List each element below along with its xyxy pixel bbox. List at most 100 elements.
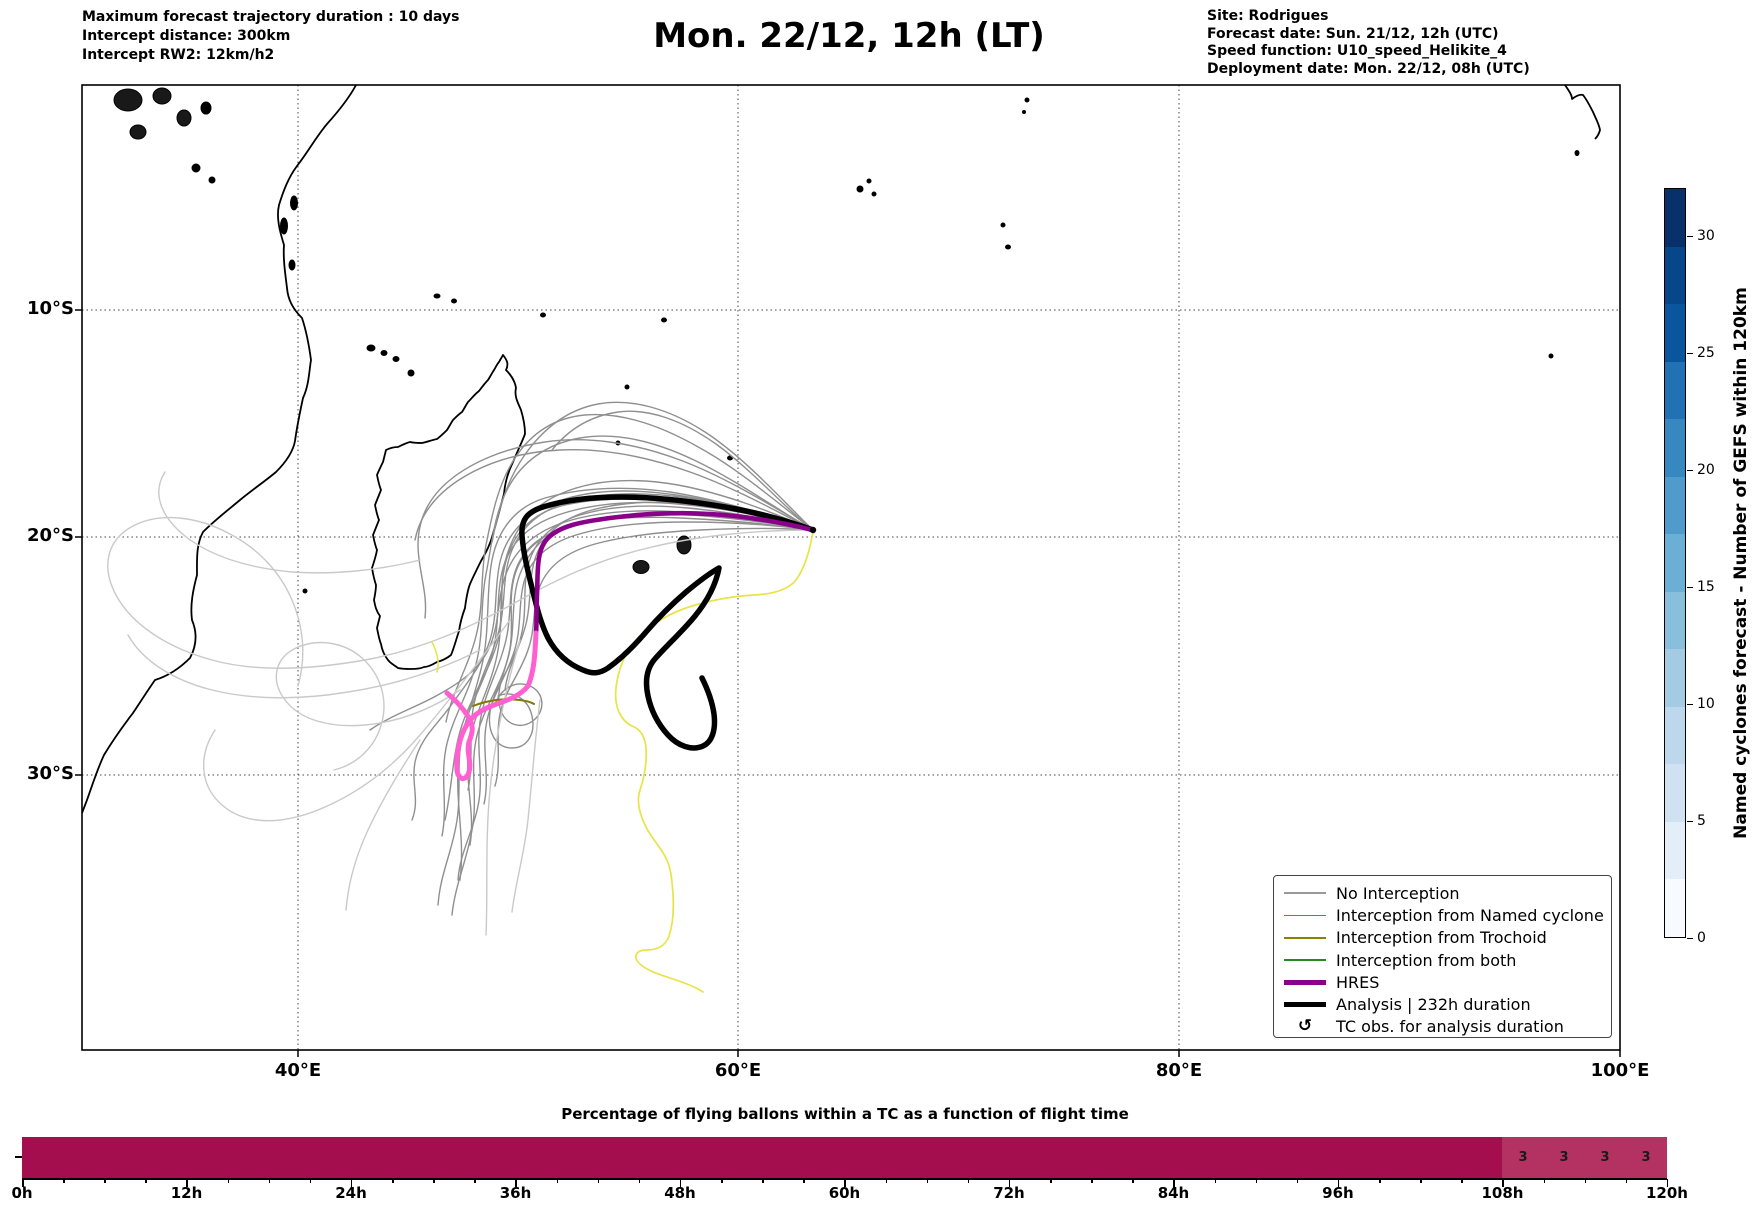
trajectory-gray-19: [437, 501, 814, 906]
bar-minor-tick: [268, 1179, 271, 1183]
chagos-2: [1005, 244, 1011, 250]
pemba-island: [290, 195, 298, 211]
y-axis-label: 30°S: [26, 763, 74, 784]
bar-major-tick: [22, 1179, 24, 1187]
bar-tick-label: 84h: [1157, 1184, 1190, 1202]
x-axis-label: 40°E: [274, 1060, 322, 1081]
bar-major-tick: [844, 1179, 846, 1187]
bar-minor-tick: [1132, 1179, 1134, 1183]
bar-late: [1502, 1137, 1667, 1178]
colorbar-tick: [1687, 352, 1693, 354]
maldives-2: [1022, 110, 1026, 114]
colorbar-tick-label: 30: [1697, 228, 1715, 244]
bar-count-label: 3: [1641, 1150, 1651, 1165]
bar-count-label: 3: [1559, 1150, 1569, 1165]
bar-tick-label: 120h: [1645, 1184, 1688, 1202]
bar-minor-tick: [474, 1179, 476, 1183]
lamu-blob-1: [113, 88, 143, 112]
trajectory-gray-13: [369, 510, 814, 731]
trajectory-gray-20: [441, 435, 814, 837]
trajectory-hres-purple: [533, 510, 816, 636]
colorbar-segment: [1665, 879, 1685, 937]
agalega: [661, 317, 667, 323]
lamu-blob-2: [152, 87, 172, 105]
colorbar-tick-label: 20: [1697, 462, 1715, 478]
bar-minor-tick: [762, 1179, 764, 1183]
comoros-2: [380, 350, 388, 356]
bar-count-label: 3: [1518, 1150, 1528, 1165]
bar-minor-tick: [1543, 1179, 1546, 1183]
colorbar-segment: [1665, 649, 1685, 707]
colorbar-tick: [1687, 469, 1693, 471]
bar-major-tick: [1337, 1179, 1340, 1187]
trajectory-analysis: [519, 494, 816, 751]
mentawai-islands: [1564, 84, 1601, 140]
trajectory-gray-8: [414, 449, 814, 541]
legend-item-1: No Interception: [1274, 882, 1611, 904]
bar-minor-tick: [638, 1179, 641, 1183]
bar-minor-tick: [885, 1179, 888, 1183]
legend-line-sample: [1284, 936, 1326, 939]
colorbar-segment: [1665, 821, 1685, 880]
bar-tick-label: 12h: [170, 1184, 203, 1202]
reunion: [632, 560, 650, 574]
bar-major-tick: [1666, 1179, 1669, 1187]
farquhar: [540, 312, 546, 318]
seychelles-3: [871, 191, 877, 197]
trajectory-gray-6: [491, 401, 814, 543]
bar-main: [22, 1137, 1502, 1178]
trajectory-gray-15: [504, 501, 814, 691]
colorbar-segment: [1665, 304, 1685, 362]
lamu-speck-1: [191, 163, 201, 173]
bar-major-tick: [1173, 1179, 1175, 1187]
colorbar-tick: [1687, 586, 1693, 588]
bar-major-tick: [679, 1179, 682, 1187]
colorbar-segment: [1665, 419, 1685, 477]
legend-item-6: Analysis | 232h duration: [1274, 993, 1611, 1015]
colorbar-tick: [1687, 937, 1693, 939]
bar-minor-tick: [104, 1179, 106, 1183]
zanzibar-island: [280, 217, 288, 235]
bar-minor-tick: [967, 1179, 970, 1183]
map-frame: [81, 84, 1621, 1051]
bar-minor-tick: [1379, 1179, 1381, 1183]
bar-minor-tick: [1420, 1179, 1422, 1183]
trajectory-gray-11: [488, 505, 814, 749]
bar-minor-tick: [227, 1179, 230, 1183]
legend-item-label: Interception from Named cyclone: [1336, 905, 1604, 925]
bar-major-tick: [515, 1179, 517, 1187]
batu-speck: [1574, 150, 1580, 156]
colorbar: [1664, 188, 1686, 938]
legend-item-label: No Interception: [1336, 883, 1460, 903]
trajectory-gray-3: [444, 479, 814, 821]
bar-tick-label: 36h: [499, 1184, 532, 1202]
trajectory-gray-5: [445, 413, 814, 723]
bar-minor-tick: [433, 1179, 435, 1183]
bar-major-tick: [186, 1179, 188, 1187]
legend-item-3: Interception from Trochoid: [1274, 927, 1611, 949]
trajectory-gray-7: [551, 410, 814, 531]
comoros-3: [392, 356, 400, 362]
legend-item-label: TC obs. for analysis duration: [1336, 1017, 1564, 1037]
bar-minor-tick: [1050, 1179, 1052, 1183]
comoros-1: [366, 344, 376, 352]
trajectory-yellow: [614, 531, 814, 993]
seychelles-2: [866, 178, 872, 184]
mayotte: [407, 369, 415, 377]
colorbar-tick-label: 10: [1697, 696, 1715, 712]
trajectory-gray-9: [417, 439, 814, 619]
legend-item-label: Analysis | 232h duration: [1336, 995, 1531, 1015]
bar-minor-tick: [721, 1179, 723, 1183]
legend-line-sample: [1284, 1002, 1326, 1008]
colorbar-tick-label: 15: [1697, 579, 1715, 595]
trajectory-light-8: [345, 739, 421, 911]
bar-chart-y-tick: [15, 1156, 22, 1158]
madagascar: [371, 354, 526, 670]
bar-tick-label: 60h: [828, 1184, 861, 1202]
legend-item-4: Interception from both: [1274, 949, 1611, 971]
trajectory-gray-12: [457, 516, 814, 881]
trajectory-olive-trochoid: [472, 698, 535, 707]
trajectory-gray-17: [494, 527, 814, 787]
